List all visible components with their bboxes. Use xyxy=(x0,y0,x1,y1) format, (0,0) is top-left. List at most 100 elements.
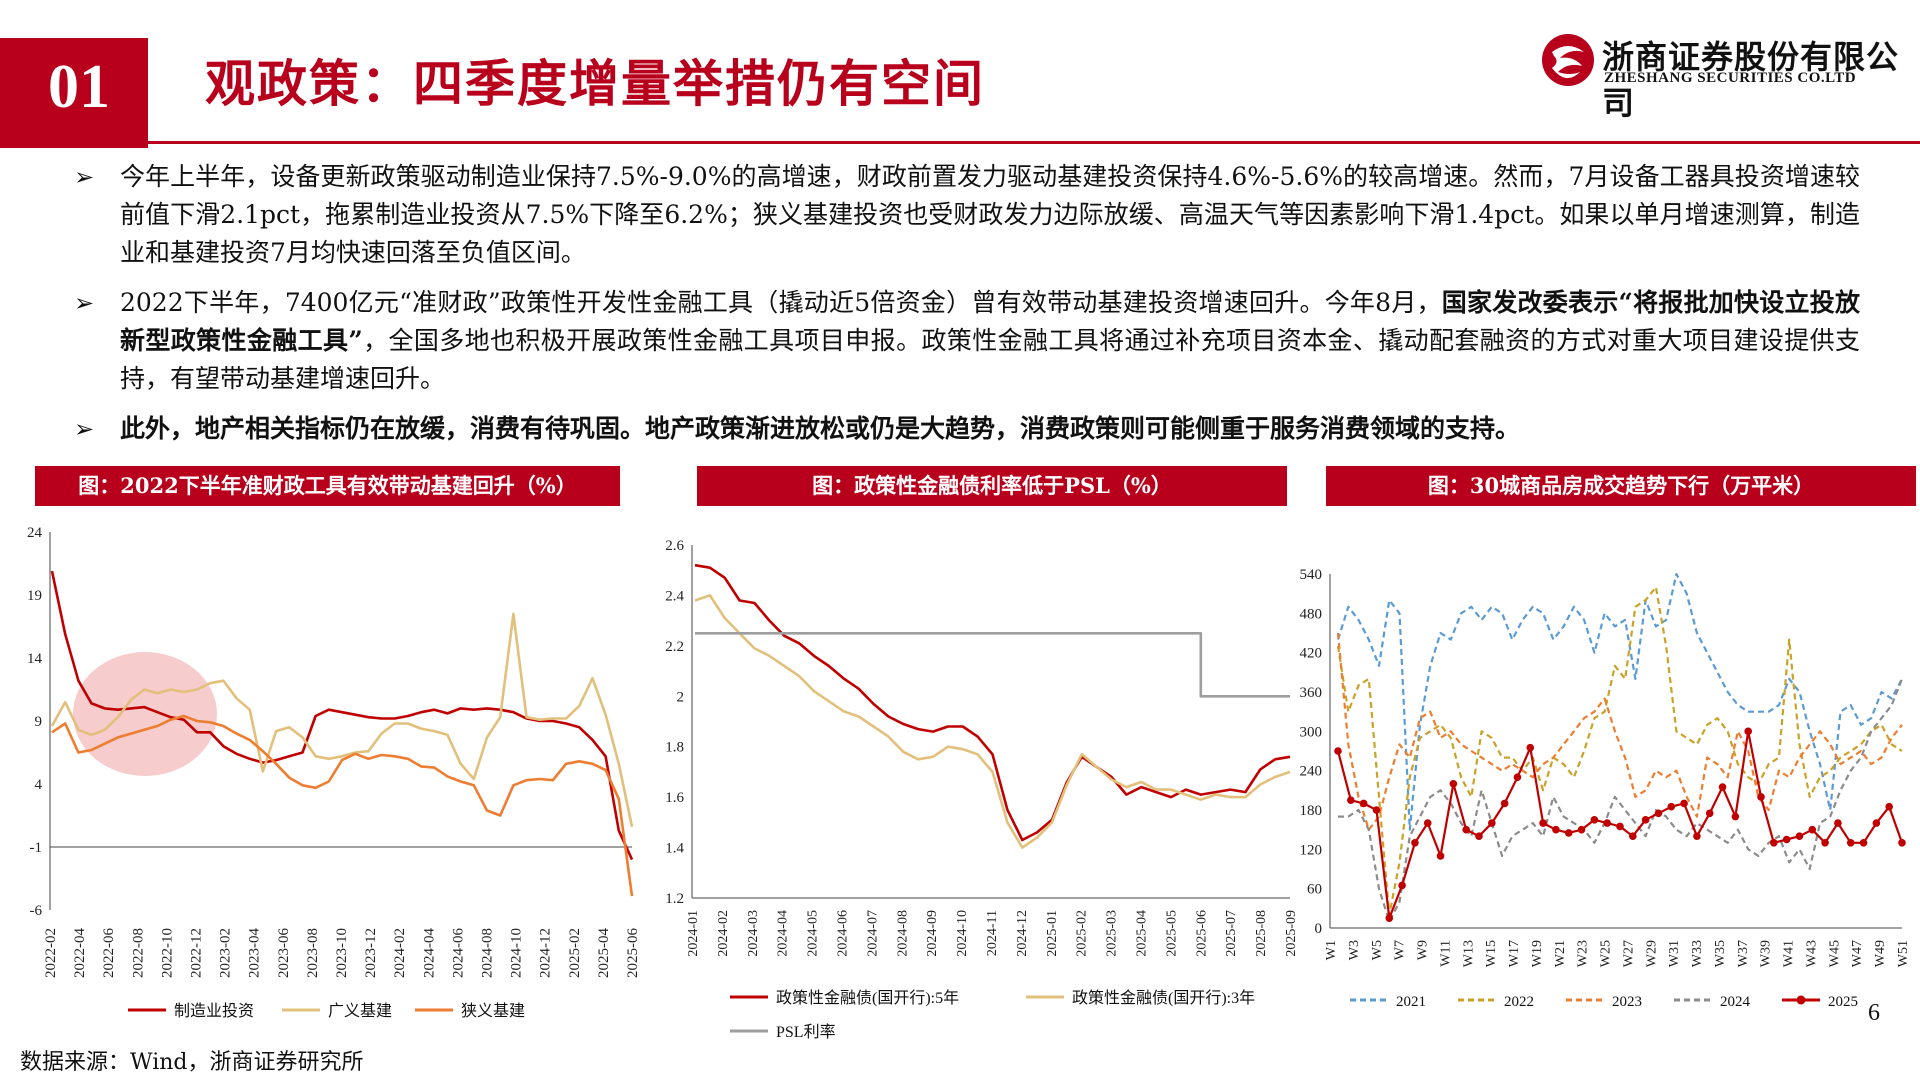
y-tick-label: 9 xyxy=(35,714,43,730)
x-tick-label: 2025-02 xyxy=(567,928,583,978)
series-point xyxy=(1718,783,1727,791)
chart-housing-sales: 540 480 420 360 300 240 180 120 60 0W1 W3 W5 W7 W9 W11… xyxy=(1300,567,1912,1010)
x-tick-label: 2024-06 xyxy=(450,928,466,978)
series-line-2 xyxy=(1336,632,1903,831)
x-tick-label: W13 xyxy=(1461,940,1476,967)
x-tick-label: 2024-08 xyxy=(895,910,910,957)
y-tick-label: 1.8 xyxy=(665,740,684,756)
series-point xyxy=(1667,802,1676,811)
x-tick-label: 2023-06 xyxy=(276,928,292,978)
y-tick-label: 2.2 xyxy=(665,639,684,655)
legend-label: 狭义基建 xyxy=(461,1002,525,1020)
y-tick-label: 4 xyxy=(35,777,43,793)
legend-label: 2025 xyxy=(1828,994,1858,1010)
y-tick-label: 60 xyxy=(1307,882,1322,898)
highlight-ellipse xyxy=(73,652,217,776)
x-tick-label: W27 xyxy=(1621,940,1636,967)
legend-label: 2021 xyxy=(1396,994,1426,1010)
page-title: 观政策：四季度增量举措仍有空间 xyxy=(205,54,985,113)
series-point xyxy=(1770,838,1778,847)
x-tick-label: 2024-12 xyxy=(538,928,554,978)
series-point xyxy=(1680,799,1688,808)
series-point xyxy=(1757,793,1765,801)
series-point xyxy=(1590,816,1599,824)
x-tick-label: W35 xyxy=(1713,940,1728,967)
x-tick-label: W47 xyxy=(1850,940,1865,967)
bullet-text: 今年上半年，设备更新政策驱动制造业保持7.5%-9.0%的高增速，财政前置发力驱… xyxy=(120,162,1860,267)
y-tick-label: 1.2 xyxy=(665,891,684,907)
legend-label: 政策性金融债(国开行):5年 xyxy=(776,989,959,1007)
x-tick-label: W23 xyxy=(1576,940,1591,967)
series-point xyxy=(1436,852,1445,860)
x-tick-label: 2022-04 xyxy=(72,928,88,978)
series-point xyxy=(1462,825,1470,834)
x-tick-label: 2024-08 xyxy=(480,928,496,978)
company-logo: 浙商证券股份有限公司 ZHESHANG SECURITIES CO.LTD xyxy=(1540,30,1910,122)
legend-label: 2024 xyxy=(1720,994,1751,1010)
series-point xyxy=(1795,832,1804,841)
series-point xyxy=(1616,822,1624,831)
y-tick-label: 1.4 xyxy=(665,841,684,857)
series-point xyxy=(1731,812,1740,821)
series-point xyxy=(1552,825,1560,834)
bullet-text: 2022下半年，7400亿元“准财政”政策性开发性金融工具（撬动近5倍资金）曾有… xyxy=(120,288,1442,317)
x-tick-label: 2024-03 xyxy=(746,910,761,957)
series-point xyxy=(1372,806,1381,814)
title-divider xyxy=(0,141,1920,144)
x-tick-label: 2024-01 xyxy=(686,910,701,957)
x-tick-label: 2024-10 xyxy=(955,910,970,957)
series-point xyxy=(1398,881,1406,890)
x-tick-label: 2025-05 xyxy=(1164,910,1179,957)
x-tick-label: 2024-06 xyxy=(836,910,851,957)
y-tick-label: 1.6 xyxy=(665,790,684,806)
x-tick-label: W41 xyxy=(1782,940,1797,967)
x-tick-label: 2023-02 xyxy=(218,928,234,978)
y-tick-label: 19 xyxy=(27,588,42,604)
chart-banner-bond: 图：政策性金融债利率低于PSL（%） xyxy=(697,466,1287,506)
y-tick-label: 480 xyxy=(1300,606,1323,622)
x-tick-label: W43 xyxy=(1804,940,1819,967)
bullet-item: ➢ 此外，地产相关指标仍在放缓，消费有待巩固。地产政策渐进放松或仍是大趋势，消费… xyxy=(70,410,1860,448)
x-tick-label: 2025-01 xyxy=(1045,910,1060,957)
series-point xyxy=(1872,819,1881,827)
series-point xyxy=(1744,727,1752,736)
logo-chinese-name: 浙商证券股份有限公司 xyxy=(1602,38,1900,122)
legend-marker xyxy=(1796,995,1806,1005)
series-point xyxy=(1885,802,1893,811)
x-tick-label: 2024-02 xyxy=(392,928,408,978)
x-tick-label: W19 xyxy=(1530,940,1545,967)
x-tick-label: 2022-12 xyxy=(189,928,205,978)
y-tick-label: 180 xyxy=(1300,803,1323,819)
x-tick-label: W7 xyxy=(1393,940,1408,960)
x-tick-label: 2024-02 xyxy=(716,910,731,957)
chart-banner-infra: 图：2022下半年准财政工具有效带动基建回升（%） xyxy=(35,466,620,506)
series-point xyxy=(1859,838,1868,847)
x-tick-label: W9 xyxy=(1416,940,1431,960)
x-tick-label: 2024-12 xyxy=(1015,910,1030,957)
logo-english-name: ZHESHANG SECURITIES CO.LTD xyxy=(1604,70,1857,86)
page-number: 6 xyxy=(1868,1000,1880,1026)
chart-banner-housing: 图：30城商品房成交趋势下行（万平米） xyxy=(1326,466,1916,506)
series-point xyxy=(1539,819,1547,827)
series-line-2 xyxy=(51,714,634,897)
x-tick-label: W15 xyxy=(1484,940,1499,967)
series-point xyxy=(1334,747,1342,755)
x-tick-label: 2024-04 xyxy=(776,910,791,957)
series-point xyxy=(1808,825,1817,834)
x-tick-label: 2024-07 xyxy=(865,910,880,957)
x-tick-label: 2024-05 xyxy=(806,910,821,957)
x-tick-label: W37 xyxy=(1736,940,1751,967)
x-tick-label: W51 xyxy=(1896,940,1911,967)
series-point xyxy=(1898,838,1906,847)
legend-label: 政策性金融债(国开行):3年 xyxy=(1072,989,1255,1007)
bullet-text: ，全国多地也积极开展政策性金融工具项目申报。政策性金融工具将通过补充项目资本金、… xyxy=(120,326,1860,393)
series-point xyxy=(1411,838,1419,847)
x-tick-label: 2024-04 xyxy=(421,928,437,978)
series-point xyxy=(1654,809,1663,818)
series-line-1 xyxy=(50,612,634,828)
legend-label: 广义基建 xyxy=(328,1002,392,1020)
series-point xyxy=(1500,799,1509,808)
x-tick-label: W45 xyxy=(1827,940,1842,967)
